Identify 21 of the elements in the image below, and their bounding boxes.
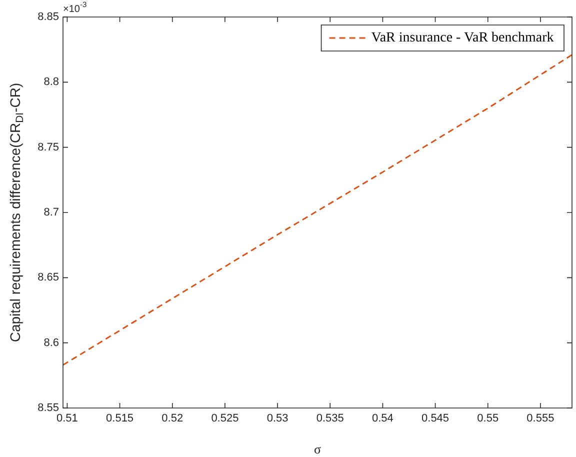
- x-tick-label: 0.55: [477, 412, 499, 425]
- x-tick-label: 0.515: [106, 412, 134, 425]
- y-tick-label: 8.75: [38, 141, 59, 154]
- y-tick-label: 8.6: [44, 336, 59, 349]
- x-axis-title: σ: [314, 441, 322, 456]
- x-tick-label: 0.51: [56, 412, 78, 425]
- y-tick-label: 8.8: [44, 76, 59, 88]
- x-tick-label: 0.53: [266, 412, 288, 425]
- y-tick-label: 8.55: [38, 402, 59, 414]
- legend-label: VaR insurance - VaR benchmark: [371, 30, 554, 46]
- x-tick-label: 0.555: [526, 412, 554, 425]
- x-tick-label: 0.525: [211, 412, 239, 425]
- x-tick-label: 0.54: [372, 412, 394, 425]
- y-tick-label: 8.85: [38, 11, 59, 24]
- y-tick-label: 8.65: [38, 272, 59, 284]
- x-tick-label: 0.535: [316, 412, 344, 425]
- x-tick-label: 0.52: [162, 412, 184, 425]
- x-tick-label: 0.545: [422, 412, 450, 425]
- y-tick-label: 8.7: [44, 206, 59, 219]
- y-axis-title: Capital requirements difference(CRDI-CR): [6, 82, 26, 342]
- line-series: [63, 54, 572, 366]
